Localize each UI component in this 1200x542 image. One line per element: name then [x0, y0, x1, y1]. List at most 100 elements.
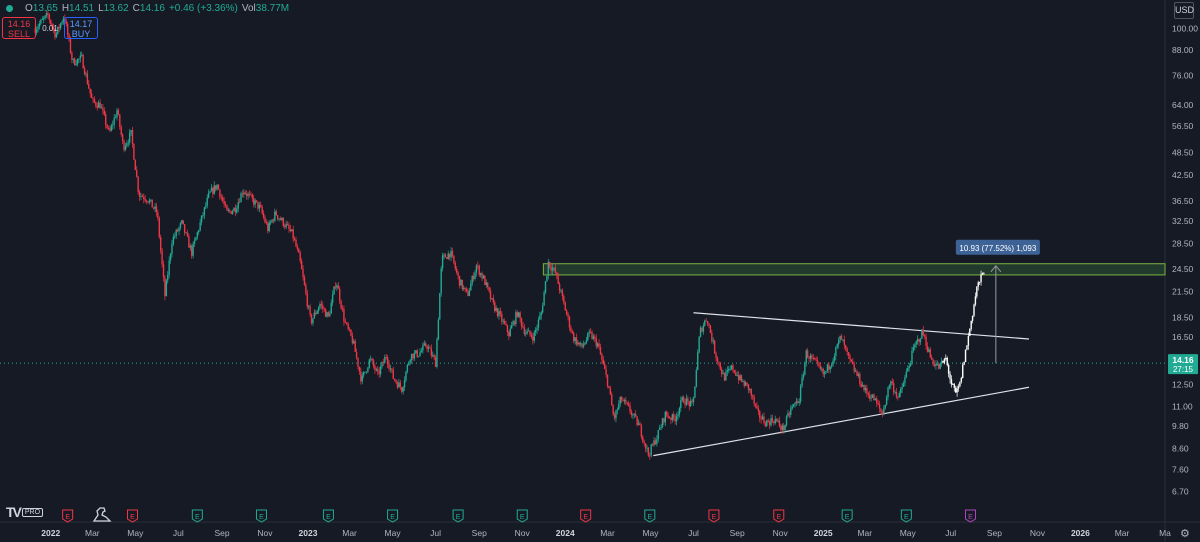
candle: [635, 410, 637, 418]
candle: [702, 322, 705, 335]
candle: [44, 14, 46, 21]
earnings-marker[interactable]: E: [191, 509, 203, 523]
earnings-marker[interactable]: E: [322, 509, 334, 523]
candle: [272, 218, 275, 224]
earnings-marker[interactable]: E: [126, 509, 138, 523]
candle: [898, 391, 900, 399]
candle: [908, 362, 910, 372]
candle: [110, 123, 113, 132]
candle: [788, 411, 791, 419]
earnings-marker[interactable]: E: [387, 509, 399, 523]
candle: [895, 388, 898, 399]
candle: [158, 216, 160, 240]
candle: [763, 412, 765, 425]
candle: [770, 414, 772, 427]
earnings-marker[interactable]: E: [580, 509, 592, 523]
candle: [773, 420, 775, 426]
time-tick-label: Nov: [1030, 528, 1046, 538]
candle: [271, 219, 273, 224]
earnings-marker[interactable]: E: [255, 509, 267, 523]
candle: [870, 394, 872, 402]
candle: [391, 368, 393, 374]
time-tick-label: Sep: [214, 528, 229, 538]
candle: [668, 415, 671, 419]
price-tick-label: 24.50: [1172, 264, 1194, 274]
candle: [179, 221, 182, 231]
candle: [183, 223, 186, 236]
close-label: C: [132, 3, 140, 14]
candle: [663, 417, 665, 426]
candle: [685, 394, 688, 407]
candle: [295, 236, 297, 248]
candle: [606, 374, 609, 389]
earnings-marker[interactable]: E: [900, 509, 912, 523]
candle: [405, 370, 407, 383]
resistance-zone[interactable]: [542, 263, 1166, 276]
earnings-marker[interactable]: E: [773, 509, 785, 523]
candle: [551, 264, 554, 275]
candle: [754, 403, 757, 409]
candle: [967, 332, 970, 350]
earnings-marker[interactable]: E: [841, 509, 853, 523]
candle: [415, 350, 417, 354]
candle: [739, 373, 741, 381]
candle: [852, 357, 854, 365]
gear-icon[interactable]: ⚙: [1180, 528, 1190, 540]
candle: [336, 283, 338, 292]
candle: [970, 320, 972, 332]
candle: [833, 353, 836, 364]
candle: [316, 309, 318, 315]
candle: [541, 302, 544, 314]
candle: [433, 353, 435, 360]
candle: [892, 379, 895, 396]
candle: [487, 282, 489, 290]
candle: [196, 231, 199, 240]
candle: [357, 357, 359, 370]
candle: [843, 335, 846, 350]
upper-trendline[interactable]: [693, 312, 1030, 340]
earnings-marker[interactable]: E: [964, 509, 976, 523]
sell-button[interactable]: 14.16 SELL: [2, 17, 36, 39]
buy-button[interactable]: 14.17 BUY: [64, 17, 98, 39]
lower-trendline[interactable]: [653, 386, 1030, 457]
candle: [777, 418, 779, 423]
candle: [88, 80, 90, 90]
svg-text:E: E: [968, 514, 973, 521]
time-tick-label: Mar: [85, 528, 100, 538]
candle: [973, 303, 975, 318]
candle: [599, 343, 602, 356]
candle: [596, 342, 599, 349]
candle: [527, 327, 530, 332]
candle: [378, 367, 380, 379]
candle: [144, 195, 146, 203]
candle: [847, 351, 850, 359]
candle: [570, 325, 572, 334]
candle: [821, 366, 823, 373]
circle-dot-icon[interactable]: [6, 5, 13, 12]
candle: [752, 394, 754, 400]
earnings-marker[interactable]: E: [516, 509, 528, 523]
svg-text:E: E: [647, 514, 652, 521]
candle: [945, 354, 947, 361]
earnings-marker[interactable]: E: [452, 509, 464, 523]
tradingview-logo[interactable]: TV PRO: [6, 504, 44, 520]
dinosaur-icon[interactable]: [92, 505, 112, 523]
earnings-marker[interactable]: E: [708, 509, 720, 523]
candle: [131, 126, 134, 148]
currency-button[interactable]: USD: [1174, 2, 1194, 19]
candle: [860, 380, 862, 389]
candle: [123, 139, 125, 153]
candle: [488, 286, 490, 293]
price-tick-label: 18.50: [1172, 312, 1194, 322]
time-tick-label: May: [127, 528, 144, 538]
earnings-marker[interactable]: E: [62, 509, 74, 523]
candle: [151, 199, 153, 208]
candle: [484, 274, 486, 286]
candle: [162, 260, 165, 282]
earnings-marker[interactable]: E: [644, 509, 656, 523]
candle: [694, 386, 696, 398]
candle: [649, 452, 651, 460]
candle: [904, 374, 906, 387]
candle: [571, 329, 573, 335]
